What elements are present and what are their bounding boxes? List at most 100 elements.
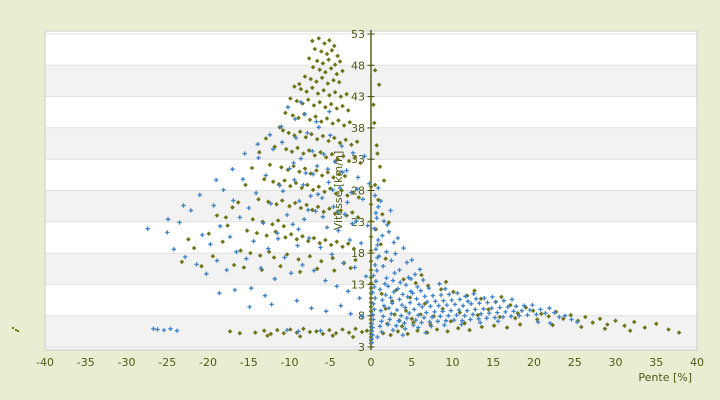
data-point bbox=[404, 260, 410, 265]
data-point bbox=[530, 302, 535, 308]
data-point bbox=[285, 167, 291, 173]
data-point bbox=[348, 311, 353, 316]
data-point bbox=[310, 85, 315, 91]
data-point bbox=[353, 326, 358, 332]
data-point bbox=[231, 262, 237, 268]
data-point bbox=[296, 329, 301, 334]
data-point bbox=[347, 120, 353, 125]
data-point bbox=[210, 253, 216, 259]
data-point bbox=[422, 301, 428, 307]
data-point bbox=[326, 180, 331, 185]
data-point bbox=[501, 298, 506, 303]
data-point bbox=[444, 302, 449, 308]
data-point bbox=[177, 220, 182, 225]
data-point bbox=[400, 332, 405, 338]
data-point bbox=[369, 336, 374, 342]
data-point bbox=[344, 91, 349, 97]
data-point bbox=[256, 155, 261, 161]
data-point bbox=[310, 64, 316, 70]
data-point bbox=[298, 205, 304, 211]
data-point bbox=[206, 231, 212, 236]
data-point bbox=[341, 260, 346, 266]
data-point bbox=[314, 119, 319, 124]
data-point bbox=[297, 169, 302, 174]
data-point bbox=[313, 114, 318, 119]
data-point bbox=[270, 179, 276, 184]
data-point bbox=[419, 272, 424, 278]
data-point bbox=[341, 153, 346, 159]
data-point bbox=[314, 329, 319, 334]
data-point bbox=[460, 303, 466, 308]
data-point bbox=[319, 173, 325, 178]
x-tick-label-40: 40 bbox=[690, 356, 704, 369]
data-point bbox=[479, 324, 485, 330]
data-point bbox=[281, 223, 287, 229]
data-point bbox=[676, 330, 682, 335]
data-point bbox=[379, 291, 384, 297]
data-point bbox=[310, 207, 315, 213]
data-point bbox=[179, 259, 185, 265]
data-point bbox=[467, 327, 472, 333]
data-point bbox=[320, 61, 326, 66]
data-point bbox=[284, 252, 290, 257]
data-point bbox=[381, 303, 387, 308]
data-point bbox=[301, 182, 306, 188]
data-point bbox=[332, 43, 337, 49]
data-point bbox=[335, 210, 340, 215]
data-point bbox=[380, 233, 385, 238]
data-point bbox=[296, 257, 301, 262]
data-point bbox=[379, 329, 384, 335]
data-point bbox=[519, 308, 524, 313]
data-point bbox=[254, 230, 260, 236]
data-point bbox=[232, 287, 238, 293]
data-point bbox=[403, 326, 408, 331]
x-tick-label-35: 35 bbox=[649, 356, 663, 369]
data-point bbox=[244, 256, 249, 261]
data-point bbox=[478, 311, 484, 316]
data-point bbox=[208, 242, 213, 247]
data-point bbox=[383, 292, 388, 298]
data-point bbox=[562, 313, 568, 318]
data-point bbox=[368, 285, 374, 291]
data-point bbox=[420, 304, 425, 310]
data-point bbox=[319, 258, 324, 264]
data-point bbox=[396, 318, 401, 323]
data-point bbox=[324, 225, 330, 230]
data-point bbox=[253, 330, 258, 335]
data-point bbox=[319, 49, 324, 54]
data-point bbox=[654, 321, 659, 327]
data-point bbox=[386, 229, 392, 234]
data-point bbox=[468, 317, 473, 322]
data-point bbox=[324, 51, 330, 57]
data-point bbox=[314, 266, 320, 272]
data-point bbox=[320, 214, 326, 219]
data-point bbox=[435, 319, 440, 324]
y-tick-label-28: 28 bbox=[351, 185, 365, 198]
data-point bbox=[298, 156, 304, 161]
data-point bbox=[287, 203, 292, 209]
data-point bbox=[401, 277, 406, 282]
data-point bbox=[340, 170, 345, 175]
data-point bbox=[260, 219, 265, 225]
data-point bbox=[256, 197, 261, 202]
data-point bbox=[349, 190, 354, 195]
data-point bbox=[500, 314, 506, 320]
data-point bbox=[368, 202, 374, 207]
data-point bbox=[391, 289, 396, 295]
data-point bbox=[495, 310, 500, 315]
data-point bbox=[335, 53, 340, 59]
data-point bbox=[401, 245, 406, 251]
data-point bbox=[310, 148, 315, 154]
data-point bbox=[297, 129, 303, 134]
data-point bbox=[269, 302, 274, 307]
data-point bbox=[413, 317, 418, 323]
data-point bbox=[249, 286, 254, 291]
data-point bbox=[294, 330, 300, 335]
data-point bbox=[397, 297, 402, 302]
data-point bbox=[336, 228, 341, 233]
data-point bbox=[310, 38, 315, 44]
data-point bbox=[311, 268, 317, 273]
y-tick-label-13: 13 bbox=[351, 278, 365, 291]
y-tick-label-43: 43 bbox=[351, 91, 365, 104]
data-point bbox=[368, 248, 374, 253]
